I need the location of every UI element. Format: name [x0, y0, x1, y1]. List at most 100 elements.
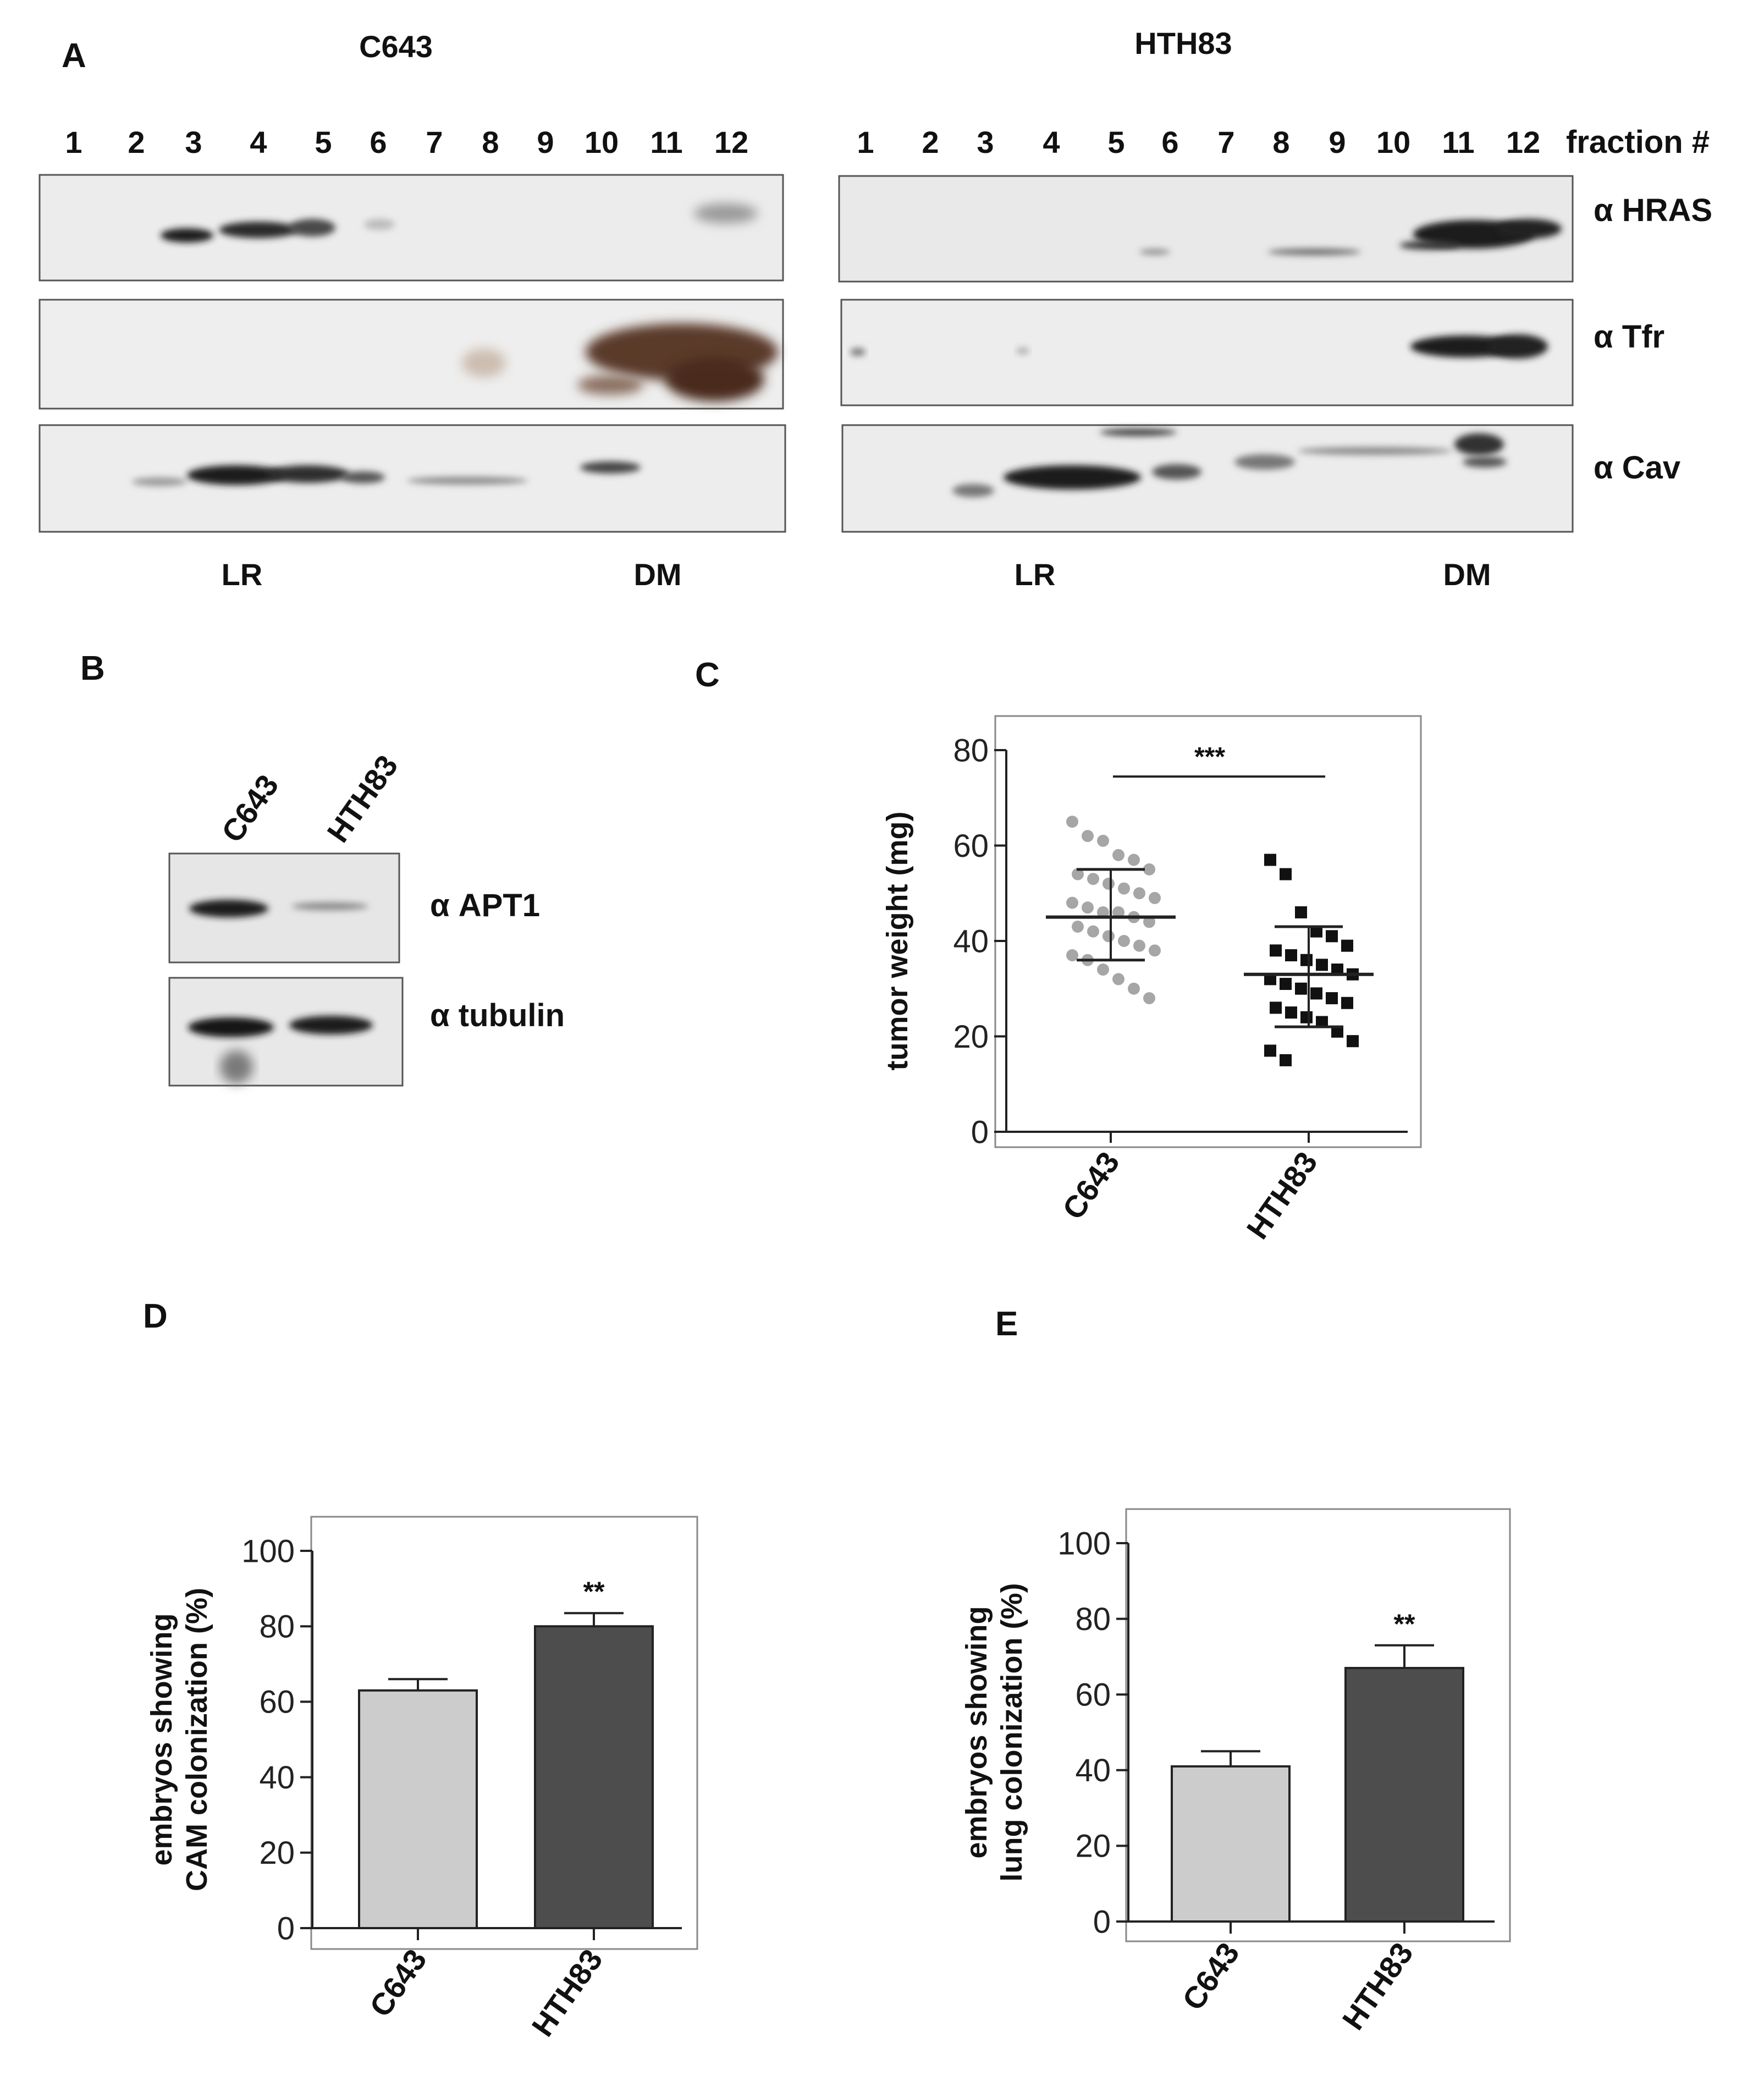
- y-tick-label: 80: [953, 733, 989, 768]
- label-lr-right: LR: [1015, 557, 1056, 592]
- blot-label-cav: α Cav: [1594, 450, 1680, 486]
- data-point: [1066, 896, 1078, 909]
- x-tick-label: HTH83: [1335, 1936, 1419, 2036]
- bar: [1344, 1667, 1464, 1923]
- y-tick-label: 60: [259, 1684, 295, 1720]
- y-tick-label: 80: [259, 1609, 295, 1645]
- data-point: [1316, 1016, 1328, 1028]
- fraction-number: 10: [585, 125, 619, 159]
- blot-hth83-tfr: [840, 299, 1574, 406]
- data-point: [1128, 854, 1140, 866]
- data-point: [1066, 816, 1078, 828]
- plot-frame: [994, 715, 1422, 1148]
- blot-label-apt1: α APT1: [430, 888, 540, 923]
- y-tick-label: 40: [1075, 1753, 1111, 1788]
- data-point: [1143, 863, 1155, 876]
- y-tick-label: 60: [1075, 1677, 1111, 1713]
- chart-cam-colonization: 0 20 40 60 80 100 C643 HTH83 ** embryos showing CA…: [145, 1516, 698, 2043]
- data-point: [1280, 978, 1292, 990]
- y-tick-label: 60: [953, 828, 989, 864]
- y-tick-label: 0: [971, 1114, 989, 1150]
- chart-lung-colonization: 0 20 40 60 80 100 C643 HTH83 ** embryos showing lu…: [960, 1508, 1511, 2036]
- label-dm-right: DM: [1443, 557, 1491, 592]
- fraction-number: 9: [537, 125, 554, 159]
- fraction-number: 1: [857, 125, 874, 159]
- data-point: [1143, 916, 1155, 928]
- data-point: [1270, 944, 1282, 957]
- label-lr-left: LR: [222, 557, 263, 592]
- data-point: [1341, 997, 1353, 1009]
- fraction-number: 11: [650, 125, 682, 159]
- data-point: [1341, 939, 1353, 952]
- data-point: [1128, 982, 1140, 995]
- blot-title-c643: C643: [359, 29, 433, 64]
- significance-marker: **: [1394, 1609, 1415, 1639]
- y-axis-label: tumor weight (mg): [881, 812, 914, 1071]
- data-point: [1326, 992, 1338, 1005]
- fraction-number: 12: [714, 125, 748, 159]
- fraction-number: 12: [1506, 125, 1540, 159]
- data-point: [1331, 964, 1343, 976]
- data-point: [1347, 1035, 1359, 1048]
- label-dm-left: DM: [633, 557, 681, 592]
- y-axis-label: embryos showing: [145, 1613, 178, 1865]
- data-point: [1310, 925, 1322, 938]
- data-point: [1102, 877, 1115, 890]
- data-point: [1097, 964, 1109, 976]
- data-point: [1118, 882, 1130, 895]
- data-point: [1300, 954, 1313, 966]
- data-point: [1066, 949, 1078, 962]
- panel-letter-e: E: [995, 1305, 1018, 1343]
- y-tick-label: 0: [277, 1911, 295, 1946]
- blot-hth83-cav: [841, 424, 1574, 533]
- fraction-label: fraction #: [1566, 124, 1710, 160]
- data-point: [1316, 959, 1328, 971]
- fraction-number: 6: [370, 125, 387, 159]
- data-point: [1133, 939, 1145, 952]
- y-tick-label: 40: [953, 923, 989, 959]
- data-point: [1072, 868, 1084, 880]
- data-point: [1264, 854, 1276, 866]
- x-tick-label: HTH83: [1239, 1146, 1324, 1245]
- data-point: [1097, 834, 1109, 847]
- chart-tumor-weight: 0 20 40 60 80 C643 HTH83 tumor weight (mg) ***: [881, 715, 1422, 1245]
- data-point: [1326, 930, 1338, 943]
- fraction-number: 4: [1043, 125, 1060, 159]
- y-axis-label: lung colonization (%): [995, 1583, 1028, 1882]
- blot-apt1: [168, 852, 400, 964]
- x-tick-label: HTH83: [525, 1943, 609, 2043]
- data-point: [1149, 891, 1161, 904]
- fraction-number: 7: [1217, 125, 1234, 159]
- data-point: [1264, 1044, 1276, 1057]
- fraction-number: 8: [482, 125, 499, 159]
- fraction-number: 3: [977, 125, 994, 159]
- significance-marker: ***: [1194, 742, 1225, 772]
- fraction-number: 3: [185, 125, 202, 159]
- fraction-number: 10: [1376, 125, 1410, 159]
- x-tick-label: C643: [1175, 1936, 1245, 2017]
- y-axis-label: embryos showing: [960, 1606, 993, 1858]
- data-point: [1331, 1025, 1343, 1038]
- fraction-number: 5: [1107, 125, 1124, 159]
- y-tick-label: 80: [1075, 1601, 1111, 1637]
- data-point: [1285, 949, 1297, 962]
- x-tick-label: C643: [1055, 1146, 1126, 1226]
- y-tick-label: 40: [259, 1760, 295, 1796]
- fraction-number: 11: [1442, 125, 1474, 159]
- fraction-number: 9: [1328, 125, 1346, 159]
- data-point: [1280, 1054, 1292, 1066]
- panel-letter-a: A: [62, 37, 86, 75]
- data-point: [1082, 901, 1094, 914]
- data-point: [1300, 1011, 1313, 1023]
- blot-tubulin: [168, 977, 404, 1087]
- fraction-number: 7: [426, 125, 443, 159]
- y-tick-label: 20: [259, 1835, 295, 1871]
- data-point: [1118, 935, 1130, 947]
- data-point: [1280, 868, 1292, 880]
- data-point: [1102, 930, 1115, 943]
- y-tick-label: 20: [953, 1019, 989, 1055]
- y-tick-label: 100: [241, 1533, 295, 1569]
- blot-title-hth83: HTH83: [1134, 26, 1232, 60]
- fraction-number: 2: [128, 125, 145, 159]
